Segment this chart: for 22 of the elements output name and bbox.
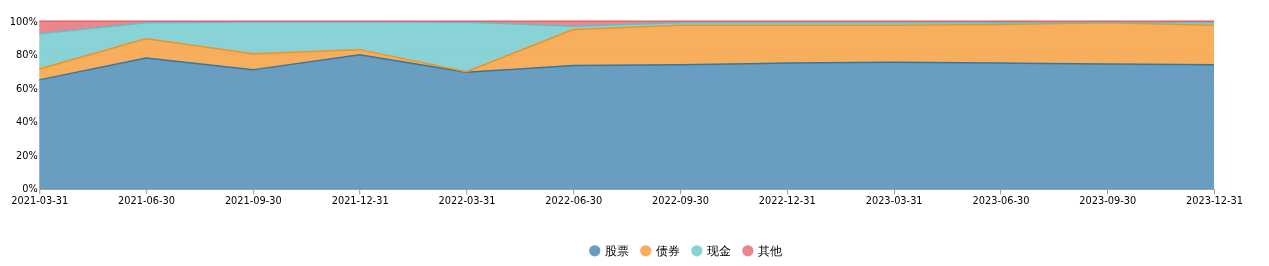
x-tick-label: 2021-09-30 xyxy=(224,195,282,207)
x-tick-label: 2022-09-30 xyxy=(652,195,710,207)
legend-label: 股票 xyxy=(604,243,629,258)
x-tick-label: 2022-03-31 xyxy=(438,195,496,207)
legend-label: 现金 xyxy=(706,243,731,258)
x-tick-label: 2023-09-30 xyxy=(1079,195,1137,207)
y-tick-label: 40% xyxy=(16,116,38,128)
x-tick-label: 2021-06-30 xyxy=(118,195,176,207)
y-tick-label: 0% xyxy=(22,183,38,195)
x-tick-label: 2022-12-31 xyxy=(758,195,816,207)
x-tick-label: 2023-12-31 xyxy=(1186,195,1243,207)
x-tick-label: 2022-06-30 xyxy=(545,195,603,207)
x-tick-label: 2021-03-31 xyxy=(11,195,69,207)
legend-label: 其他 xyxy=(757,243,782,258)
legend-label: 债券 xyxy=(655,243,680,258)
x-tick-label: 2023-06-30 xyxy=(972,195,1030,207)
y-tick-label: 80% xyxy=(16,49,38,61)
y-tick-label: 60% xyxy=(16,82,38,94)
y-tick-label: 100% xyxy=(9,15,38,27)
y-tick-label: 20% xyxy=(16,149,38,161)
x-tick-label: 2021-12-31 xyxy=(331,195,389,207)
x-tick-label: 2023-03-31 xyxy=(865,195,923,207)
